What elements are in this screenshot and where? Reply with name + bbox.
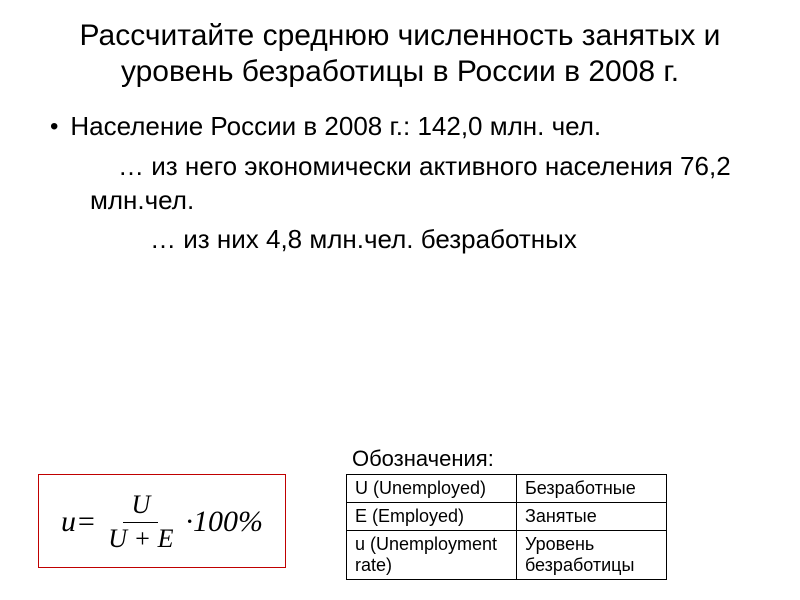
table-row: U (Unemployed) Безработные [346,475,666,503]
content-area: • Население России в 2008 г.: 142,0 млн.… [0,110,800,257]
formula-fraction: U U + E [102,491,179,553]
formula-box: u = U U + E ·100% [38,474,286,568]
formula: u = U U + E ·100% [61,491,263,553]
slide-title: Рассчитайте среднюю численность занятых … [0,0,800,102]
table-row: u (Unemployment rate) Уровень безработиц… [346,531,666,580]
bullet-text: Население России в 2008 г.: 142,0 млн. ч… [70,110,601,144]
legend-sym: E (Employed) [346,503,516,531]
sub-line-1: … из него экономически активного населен… [40,150,760,218]
formula-numerator: U [123,491,158,523]
formula-denominator: U + E [102,523,179,554]
formula-tail: ·100% [185,505,263,539]
legend-desc: Уровень безработицы [516,531,666,580]
bottom-area: u = U U + E ·100% Обозначения: U (Unempl… [0,446,800,580]
bullet-item: • Население России в 2008 г.: 142,0 млн.… [40,110,760,144]
bullet-marker: • [50,110,58,144]
formula-eq: = [76,505,96,539]
formula-lhs: u [61,505,76,539]
sub-line-2: … из них 4,8 млн.чел. безработных [40,223,760,257]
legend-desc: Занятые [516,503,666,531]
legend-desc: Безработные [516,475,666,503]
legend-sym: U (Unemployed) [346,475,516,503]
legend-sym: u (Unemployment rate) [346,531,516,580]
table-row: E (Employed) Занятые [346,503,666,531]
legend-table: U (Unemployed) Безработные E (Employed) … [346,474,667,580]
legend-title: Обозначения: [352,446,667,472]
legend-area: Обозначения: U (Unemployed) Безработные … [346,446,667,580]
